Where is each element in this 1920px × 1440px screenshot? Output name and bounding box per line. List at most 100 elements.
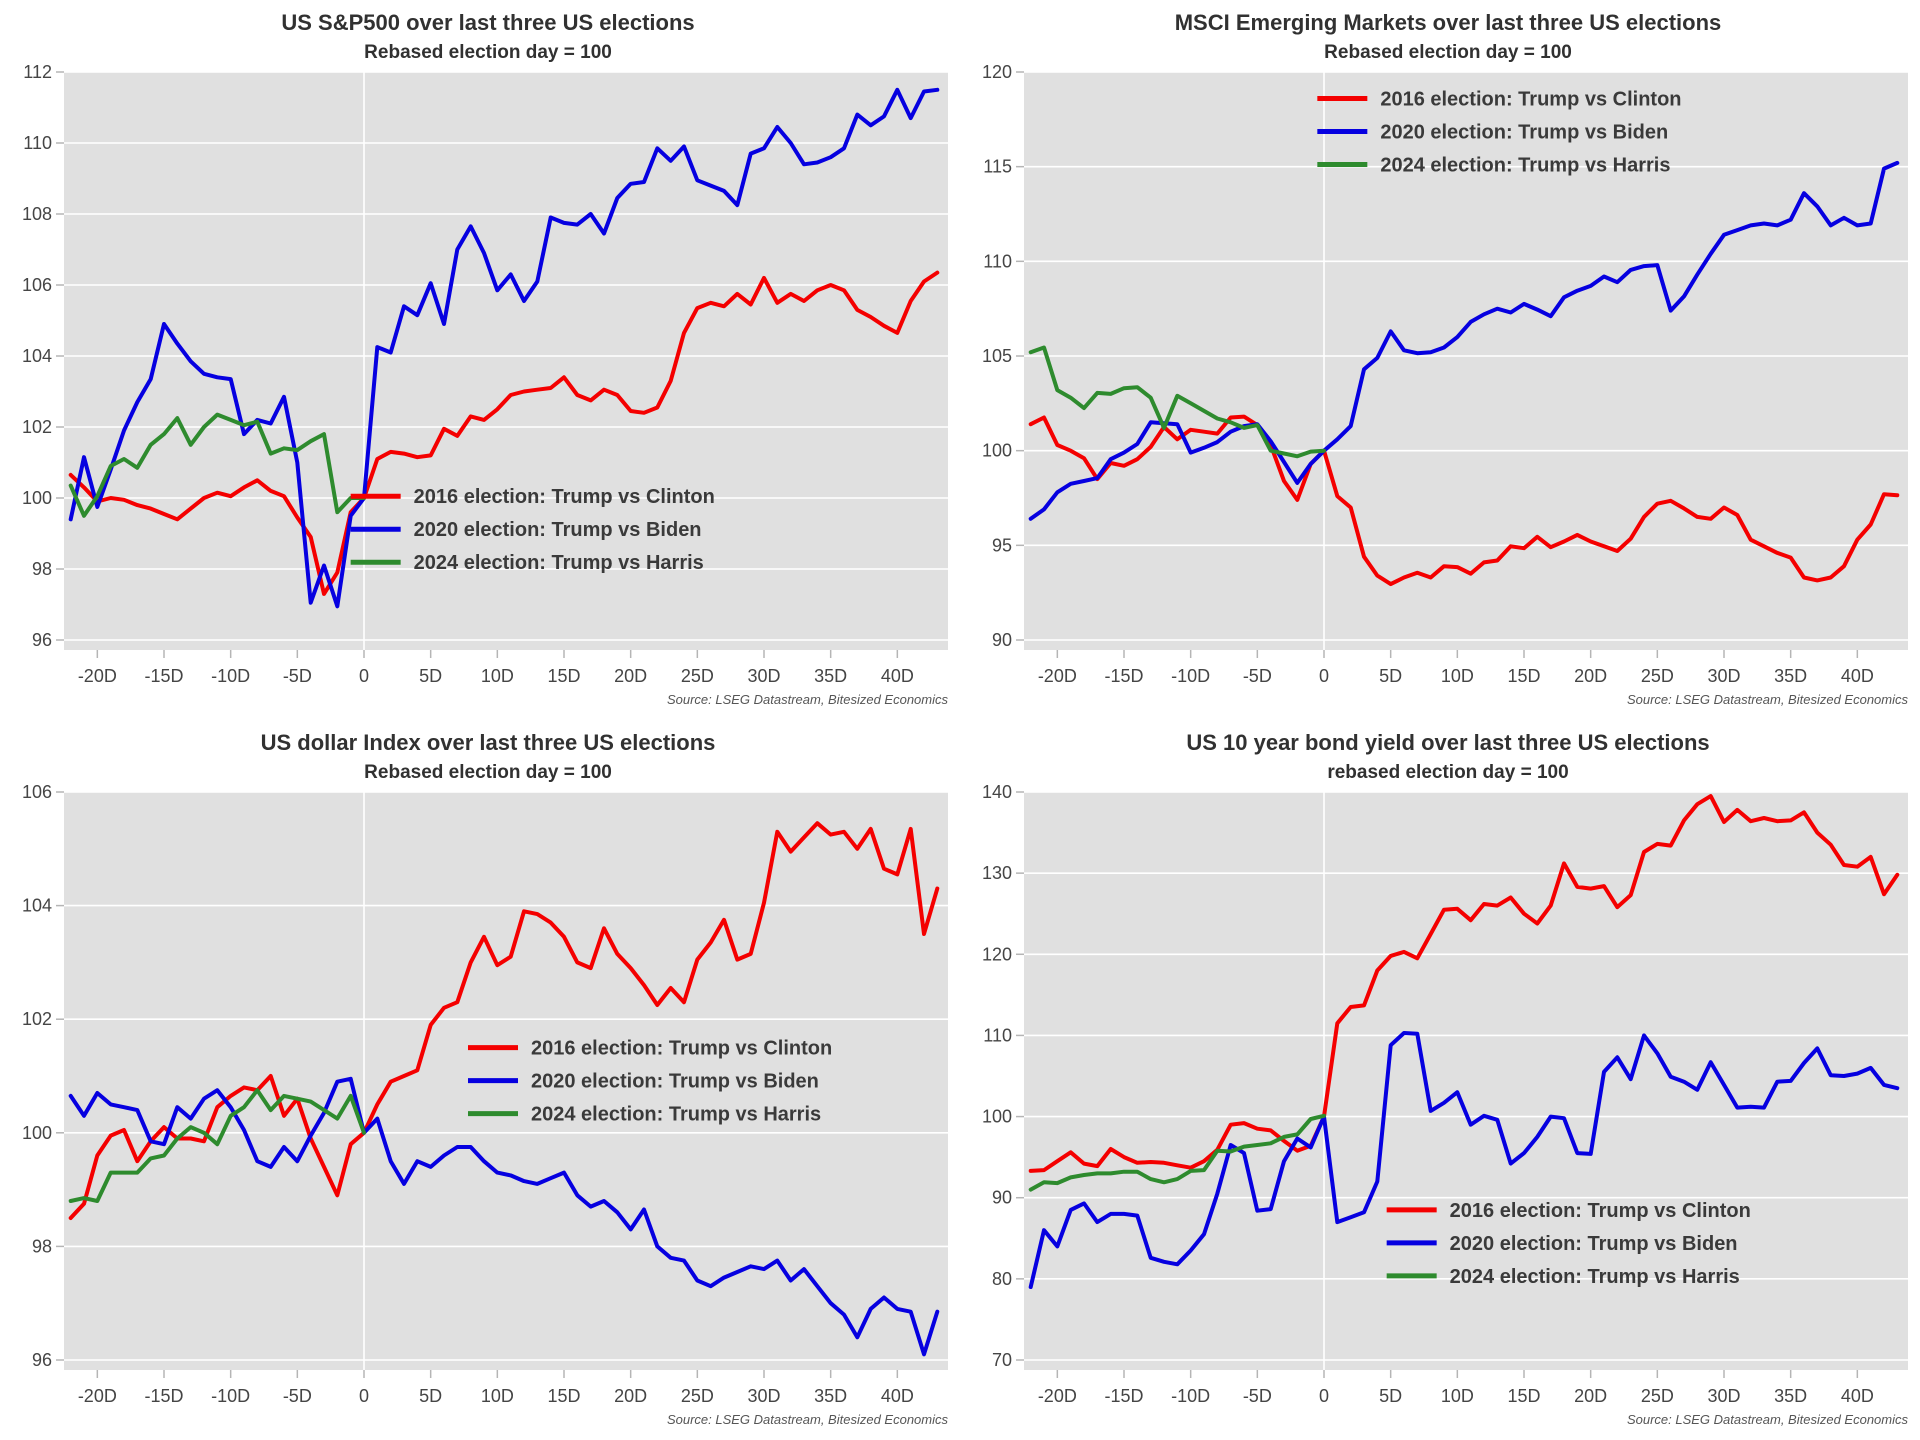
x-tick-label: 35D — [1774, 1386, 1807, 1406]
y-tick-label: 120 — [982, 944, 1012, 964]
x-tick-label: -20D — [78, 1386, 117, 1406]
legend: 2016 election: Trump vs Clinton 2020 elec… — [350, 486, 715, 574]
source-note: Source: LSEG Datastream, Bitesized Econo… — [666, 1412, 948, 1427]
y-tick-label: 104 — [22, 896, 52, 916]
x-tick-label: 20D — [614, 1386, 647, 1406]
dollar-index-line-chart: 96 98 100 102 104 106 -20D -15D -10D -5D 0 5D 10D 15D… — [22, 782, 948, 1406]
legend: 2016 election: Trump vs Clinton 2020 elec… — [1386, 1200, 1751, 1288]
series-line-blue — [1028, 160, 1900, 521]
y-tick-label: 112 — [23, 62, 52, 82]
y-tick-label: 98 — [32, 559, 52, 579]
x-tick-label: -10D — [211, 666, 250, 686]
y-tick-label: 100 — [982, 441, 1012, 461]
y-tick-label: 80 — [992, 1269, 1012, 1289]
sp500-line-chart: 96 98 100 102 104 106 108 110 112 -20D -15D -10D -5D… — [22, 62, 948, 686]
y-tick-label: 140 — [982, 782, 1012, 802]
x-tick-label: 5D — [1379, 666, 1402, 686]
legend-label: 2016 election: Trump vs Clinton — [414, 486, 715, 508]
x-tick-label: 15D — [1507, 1386, 1540, 1406]
x-tick-label: 40D — [881, 666, 914, 686]
x-tick-label: 30D — [747, 1386, 780, 1406]
x-tick-label: 20D — [1574, 666, 1607, 686]
series-line-red — [1028, 414, 1900, 587]
legend-label: 2024 election: Trump vs Harris — [1450, 1266, 1740, 1288]
x-tick-label: -5D — [283, 666, 312, 686]
y-tick-label: 110 — [983, 251, 1012, 271]
legend-label: 2016 election: Trump vs Clinton — [531, 1038, 832, 1060]
x-tick-label: -10D — [1171, 1386, 1210, 1406]
x-tick-label: -20D — [1038, 1386, 1077, 1406]
y-tick-label: 98 — [32, 1236, 52, 1256]
legend-label: 2016 election: Trump vs Clinton — [1380, 89, 1681, 111]
chart-subtitle: Rebased election day = 100 — [364, 42, 612, 63]
x-tick-label: -5D — [283, 1386, 312, 1406]
x-tick-label: -10D — [211, 1386, 250, 1406]
y-tick-label: 102 — [22, 417, 52, 437]
x-tick-label: 25D — [1641, 1386, 1674, 1406]
chart-panel-sp500: US S&P500 over last three US elections R… — [0, 0, 960, 720]
series-line-green — [68, 412, 366, 518]
y-tick-label: 90 — [992, 1188, 1012, 1208]
chart-subtitle: Rebased election day = 100 — [1324, 42, 1572, 63]
x-tick-label: 0 — [359, 666, 369, 686]
x-tick-label: 5D — [419, 666, 442, 686]
source-note: Source: LSEG Datastream, Bitesized Econo… — [1626, 692, 1908, 707]
x-tick-label: 0 — [359, 1386, 369, 1406]
legend-label: 2020 election: Trump vs Biden — [414, 519, 702, 541]
x-tick-label: 20D — [1574, 1386, 1607, 1406]
chart-subtitle: rebased election day = 100 — [1327, 762, 1569, 783]
y-tick-label: 115 — [983, 157, 1012, 177]
y-tick-label: 100 — [22, 488, 52, 508]
x-tick-label: 15D — [547, 1386, 580, 1406]
y-tick-label: 104 — [22, 346, 52, 366]
series-line-red — [68, 270, 940, 596]
x-tick-label: 5D — [1379, 1386, 1402, 1406]
chart-subtitle: Rebased election day = 100 — [364, 762, 612, 783]
y-tick-label: 110 — [23, 133, 52, 153]
series-line-red — [68, 821, 940, 1220]
chart-title: US dollar Index over last three US elect… — [260, 730, 716, 755]
x-tick-label: 5D — [419, 1386, 442, 1406]
x-tick-label: 25D — [681, 666, 714, 686]
x-tick-label: -5D — [1243, 1386, 1272, 1406]
x-tick-label: 40D — [1841, 1386, 1874, 1406]
bond-yield-line-chart: 70 80 90 100 110 120 130 140 -20D -15D -10D -5D 0 5D 1… — [982, 782, 1908, 1406]
legend: 2016 election: Trump vs Clinton 2020 elec… — [1317, 89, 1682, 177]
x-tick-label: 35D — [814, 1386, 847, 1406]
chart-panel-bond-yield: US 10 year bond yield over last three US… — [960, 720, 1920, 1440]
series-line-green — [68, 1088, 366, 1203]
x-tick-label: 35D — [814, 666, 847, 686]
legend-label: 2024 election: Trump vs Harris — [1380, 155, 1670, 177]
y-tick-label: 130 — [982, 863, 1012, 883]
y-tick-label: 96 — [32, 630, 52, 650]
plot-area — [1024, 72, 1908, 650]
plot-area — [64, 72, 948, 650]
y-tick-label: 106 — [22, 275, 52, 295]
series-line-blue — [68, 1076, 940, 1357]
x-tick-label: -15D — [144, 1386, 183, 1406]
y-tick-label: 90 — [992, 630, 1012, 650]
plot-area — [1024, 792, 1908, 1370]
x-tick-label: 25D — [1641, 666, 1674, 686]
series-line-green — [1028, 1113, 1326, 1192]
legend-label: 2016 election: Trump vs Clinton — [1450, 1200, 1751, 1222]
x-tick-label: 40D — [1841, 666, 1874, 686]
legend-label: 2024 election: Trump vs Harris — [414, 552, 704, 574]
y-tick-label: 108 — [22, 204, 52, 224]
series-line-red — [1028, 794, 1900, 1173]
y-tick-label: 105 — [982, 346, 1012, 366]
x-tick-label: 40D — [881, 1386, 914, 1406]
x-tick-label: -5D — [1243, 666, 1272, 686]
x-tick-label: 20D — [614, 666, 647, 686]
x-tick-label: 30D — [747, 666, 780, 686]
x-tick-label: -10D — [1171, 666, 1210, 686]
legend: 2016 election: Trump vs Clinton 2020 elec… — [468, 1038, 832, 1126]
y-tick-label: 95 — [992, 535, 1012, 555]
legend-label: 2020 election: Trump vs Biden — [1380, 122, 1668, 144]
x-tick-label: 15D — [547, 666, 580, 686]
legend-label: 2024 election: Trump vs Harris — [531, 1104, 821, 1126]
y-tick-label: 70 — [992, 1350, 1012, 1370]
x-tick-label: 10D — [481, 666, 514, 686]
source-note: Source: LSEG Datastream, Bitesized Econo… — [666, 692, 948, 707]
chart-panel-dollar-index: US dollar Index over last three US elect… — [0, 720, 960, 1440]
